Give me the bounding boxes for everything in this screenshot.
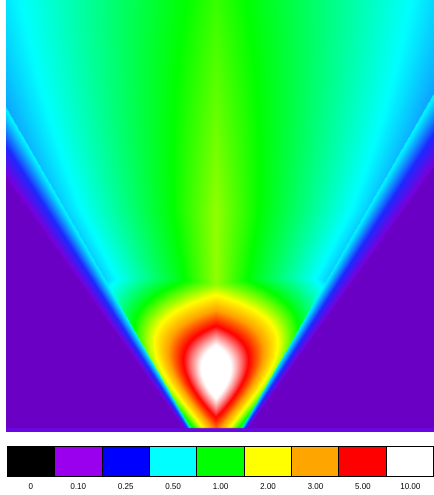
color-scale-label: 5.00 xyxy=(355,482,371,491)
color-scale-label: 0.10 xyxy=(70,482,86,491)
color-scale-bar xyxy=(7,446,434,477)
color-scale-swatch xyxy=(149,447,198,476)
color-scale-swatch xyxy=(102,447,150,476)
color-scale-swatch xyxy=(244,447,292,476)
color-scale-swatch xyxy=(55,447,103,476)
color-scale-swatch xyxy=(8,447,56,476)
color-scale-swatch xyxy=(386,447,433,476)
color-scale-label: 1.00 xyxy=(212,482,229,491)
color-scale-labels: 0 0.10 0.25 0.50 1.00 2.00 3.00 5.00 10.00 xyxy=(7,482,434,494)
color-scale-label: 10.00 xyxy=(400,482,421,491)
color-scale-label: 2.00 xyxy=(260,482,276,491)
color-scale-swatch xyxy=(291,447,340,476)
color-scale-swatch xyxy=(197,447,245,476)
color-scale-label: 0.50 xyxy=(165,482,181,491)
color-scale-label: 0.25 xyxy=(117,482,134,491)
intensity-heatmap xyxy=(6,0,434,432)
color-scale-swatch xyxy=(339,447,387,476)
color-scale-label: 3.00 xyxy=(307,482,324,491)
color-scale-label: 0 xyxy=(28,482,33,491)
